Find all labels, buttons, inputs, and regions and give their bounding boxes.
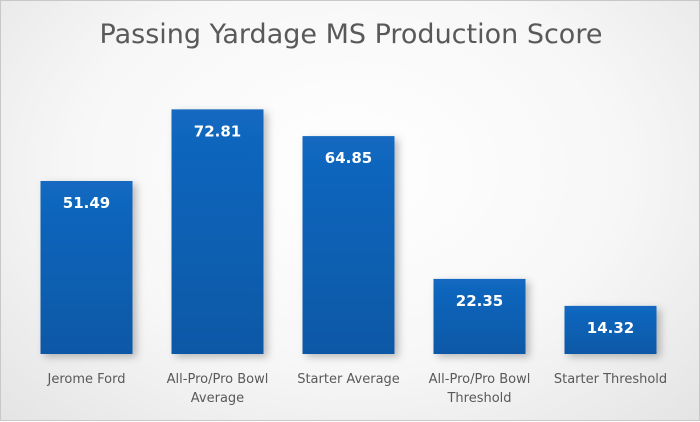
category-label: Starter Average [297,372,400,387]
data-label: 14.32 [587,319,634,337]
data-label: 64.85 [325,149,372,167]
category-label: All-Pro/Pro Bowl Average [167,372,269,406]
bar [564,305,657,354]
category-label: Jerome Ford [47,372,126,387]
bar [40,181,133,354]
chart-title: Passing Yardage MS Production Score [99,19,603,50]
data-label: 72.81 [194,122,241,140]
category-label: All-Pro/Pro Bowl Threshold [429,372,531,406]
data-label: 22.35 [456,292,503,310]
category-label: Starter Threshold [554,372,667,387]
data-label: 51.49 [63,194,110,212]
bar [433,278,526,354]
bar [302,136,395,354]
bar [171,109,264,354]
